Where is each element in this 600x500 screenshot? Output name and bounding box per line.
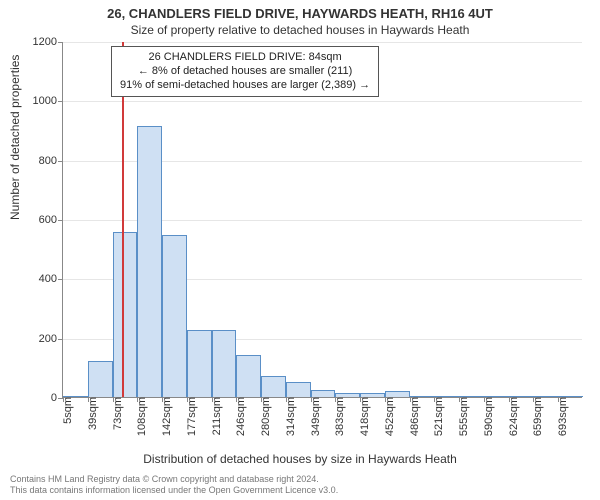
histogram-bar: [137, 126, 162, 397]
footer-line: This data contains information licensed …: [10, 485, 338, 496]
annotation-line: 26 CHANDLERS FIELD DRIVE: 84sqm: [120, 51, 370, 65]
xtick-label: 246sqm: [233, 397, 247, 436]
xtick-label: 590sqm: [481, 397, 495, 436]
xtick-label: 177sqm: [184, 397, 198, 436]
footer-line: Contains HM Land Registry data © Crown c…: [10, 474, 338, 485]
ytick-label: 800: [39, 155, 63, 167]
histogram-bar: [311, 390, 336, 397]
footer-attribution: Contains HM Land Registry data © Crown c…: [10, 474, 338, 496]
xtick-label: 5sqm: [60, 397, 74, 424]
xtick-label: 73sqm: [110, 397, 124, 430]
xtick-label: 521sqm: [431, 397, 445, 436]
xtick-label: 280sqm: [258, 397, 272, 436]
annotation-line: 91% of semi-detached houses are larger (…: [120, 79, 370, 93]
chart-area: 26 CHANDLERS FIELD DRIVE: 84sqm ← 8% of …: [62, 42, 582, 398]
xtick-label: 211sqm: [209, 397, 223, 435]
xtick-label: 383sqm: [332, 397, 346, 436]
xtick-label: 39sqm: [85, 397, 99, 430]
x-axis-label: Distribution of detached houses by size …: [0, 452, 600, 466]
histogram-bar: [187, 330, 212, 397]
ytick-label: 1000: [33, 95, 63, 107]
histogram-bar: [113, 232, 138, 397]
page-title: 26, CHANDLERS FIELD DRIVE, HAYWARDS HEAT…: [0, 0, 600, 21]
histogram-bar: [236, 355, 261, 397]
annotation-line: ← 8% of detached houses are smaller (211…: [120, 65, 370, 79]
xtick-label: 693sqm: [555, 397, 569, 436]
xtick-label: 418sqm: [357, 397, 371, 436]
gridline: [63, 101, 582, 102]
histogram-bar: [212, 330, 237, 397]
xtick-label: 142sqm: [159, 397, 173, 436]
xtick-label: 659sqm: [530, 397, 544, 436]
ytick-label: 400: [39, 273, 63, 285]
xtick-label: 314sqm: [283, 397, 297, 436]
ytick-label: 1200: [33, 36, 63, 48]
xtick-label: 349sqm: [308, 397, 322, 436]
ytick-label: 600: [39, 214, 63, 226]
annotation-box: 26 CHANDLERS FIELD DRIVE: 84sqm ← 8% of …: [111, 46, 379, 97]
page-subtitle: Size of property relative to detached ho…: [0, 21, 600, 37]
ytick-label: 200: [39, 333, 63, 345]
y-axis-label: Number of detached properties: [8, 55, 22, 220]
histogram-bar: [162, 235, 187, 397]
histogram-bar: [261, 376, 286, 397]
gridline: [63, 42, 582, 43]
histogram-bar: [286, 382, 311, 397]
histogram-bar: [88, 361, 113, 397]
xtick-label: 624sqm: [506, 397, 520, 436]
xtick-label: 108sqm: [134, 397, 148, 436]
xtick-label: 486sqm: [407, 397, 421, 436]
xtick-label: 452sqm: [382, 397, 396, 436]
chart-container: 26, CHANDLERS FIELD DRIVE, HAYWARDS HEAT…: [0, 0, 600, 500]
xtick-label: 555sqm: [456, 397, 470, 436]
